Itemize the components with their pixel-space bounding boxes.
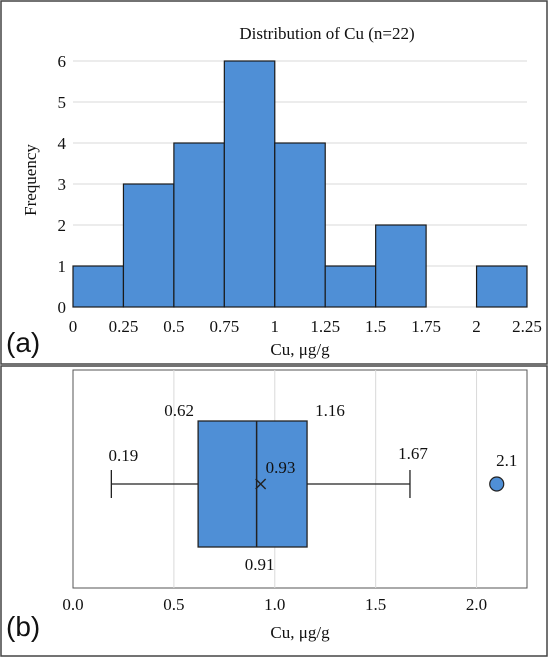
panel-label-a: (a) bbox=[6, 327, 40, 358]
histogram-bars bbox=[72, 60, 528, 308]
mean-label: 0.93 bbox=[266, 458, 296, 477]
median-label: 0.91 bbox=[245, 555, 275, 574]
q3-label: 1.16 bbox=[315, 401, 345, 420]
histogram-title: Distribution of Cu (n=22) bbox=[239, 24, 414, 43]
histogram-x-tick-label: 0.5 bbox=[163, 317, 184, 336]
interquartile-box bbox=[197, 420, 308, 548]
histogram-y-tick-label: 0 bbox=[58, 298, 67, 317]
boxplot-x-tick-label: 1.5 bbox=[365, 595, 386, 614]
outlier-point bbox=[489, 476, 505, 492]
histogram-bar bbox=[324, 265, 377, 308]
histogram-bar bbox=[72, 265, 125, 308]
histogram-y-tick-label: 1 bbox=[58, 257, 67, 276]
histogram-x-tick-labels: 0 0.25 0.5 0.75 1 1.25 1.5 1.75 2 2.25 bbox=[69, 317, 542, 336]
histogram-panel: 0 1 2 3 4 5 6 0 0.25 0.5 0.75 1 1.25 1.5 1.75 2 2.25 Di… bbox=[0, 0, 548, 365]
histogram-y-tick-label: 3 bbox=[58, 175, 67, 194]
panel-label-b: (b) bbox=[6, 611, 40, 642]
boxplot-x-tick-label: 0.5 bbox=[163, 595, 184, 614]
histogram-y-tick-label: 6 bbox=[58, 52, 67, 71]
boxplot-x-axis-label: Cu, μg/g bbox=[270, 623, 330, 642]
outlier-label: 2.1 bbox=[496, 451, 517, 470]
boxplot-plot-area bbox=[72, 369, 528, 589]
whisker-low-label: 0.19 bbox=[108, 446, 138, 465]
histogram-x-tick-label: 1.75 bbox=[411, 317, 441, 336]
boxplot-value-labels: 0.19 0.62 1.16 0.93 0.91 1.67 2.1 bbox=[108, 401, 517, 574]
histogram-y-tick-labels: 0 1 2 3 4 5 6 bbox=[58, 52, 67, 317]
histogram-bar bbox=[375, 224, 427, 308]
boxplot-x-tick-label: 0.0 bbox=[62, 595, 83, 614]
histogram-x-tick-label: 1 bbox=[271, 317, 280, 336]
histogram-y-tick-label: 5 bbox=[58, 93, 67, 112]
histogram-y-tick-label: 2 bbox=[58, 216, 67, 235]
whisker-high-label: 1.67 bbox=[398, 444, 428, 463]
histogram-bar bbox=[173, 142, 225, 308]
histogram-bar bbox=[223, 60, 276, 308]
histogram-x-tick-label: 0.25 bbox=[109, 317, 139, 336]
histogram-bar bbox=[274, 142, 326, 308]
histogram-x-tick-label: 1.25 bbox=[310, 317, 340, 336]
histogram-x-tick-label: 2 bbox=[472, 317, 481, 336]
mean-marker bbox=[255, 478, 267, 490]
histogram-bar bbox=[122, 183, 175, 308]
boxplot-x-tick-label: 2.0 bbox=[466, 595, 487, 614]
histogram-x-tick-label: 0 bbox=[69, 317, 78, 336]
histogram-y-tick-label: 4 bbox=[58, 134, 67, 153]
boxplot-marks bbox=[110, 420, 505, 548]
histogram-x-axis-label: Cu, μg/g bbox=[270, 340, 330, 359]
boxplot-x-tick-labels: 0.0 0.5 1.0 1.5 2.0 bbox=[62, 595, 487, 614]
histogram-y-axis-label: Frequency bbox=[21, 144, 40, 216]
histogram-x-tick-label: 1.5 bbox=[365, 317, 386, 336]
q1-label: 0.62 bbox=[164, 401, 194, 420]
histogram-x-tick-label: 0.75 bbox=[209, 317, 239, 336]
histogram-bar bbox=[475, 265, 528, 308]
boxplot-panel: 0.19 0.62 1.16 0.93 0.91 1.67 2.1 0.0 0.5 1.0 1.5… bbox=[0, 365, 548, 657]
histogram-x-tick-label: 2.25 bbox=[512, 317, 542, 336]
boxplot-x-tick-label: 1.0 bbox=[264, 595, 285, 614]
